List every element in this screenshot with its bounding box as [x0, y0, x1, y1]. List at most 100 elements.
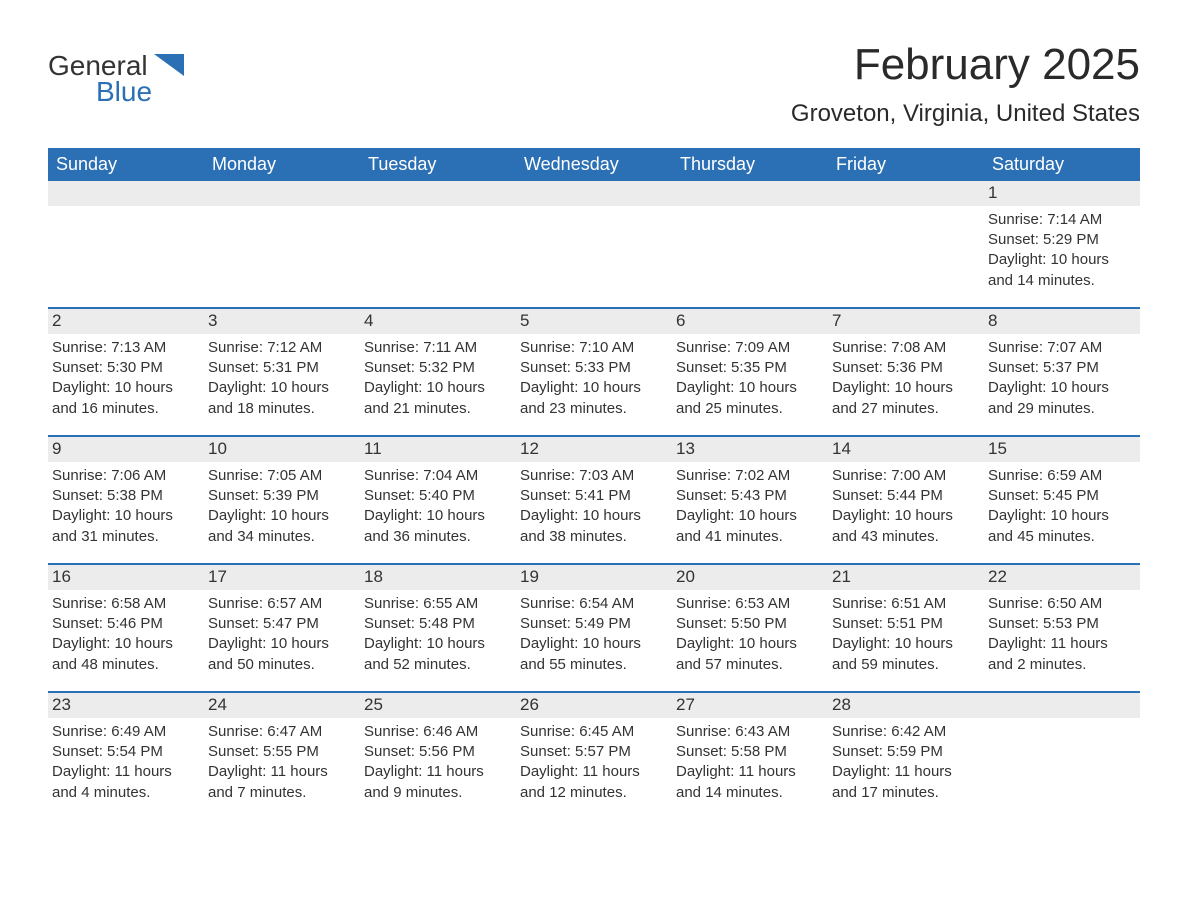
- day-details: Sunrise: 7:07 AMSunset: 5:37 PMDaylight:…: [988, 338, 1134, 419]
- sunrise-text: Sunrise: 6:47 AM: [208, 722, 354, 742]
- day-cell: 25Sunrise: 6:46 AMSunset: 5:56 PMDayligh…: [360, 693, 516, 819]
- sunrise-text: Sunrise: 7:06 AM: [52, 466, 198, 486]
- week-row: 1Sunrise: 7:14 AMSunset: 5:29 PMDaylight…: [48, 181, 1140, 307]
- week-row: 9Sunrise: 7:06 AMSunset: 5:38 PMDaylight…: [48, 435, 1140, 563]
- sunset-text: Sunset: 5:50 PM: [676, 614, 822, 634]
- daylight-text: Daylight: 11 hours and 4 minutes.: [52, 762, 198, 803]
- day-cell: [360, 181, 516, 307]
- day-number: 16: [48, 565, 204, 590]
- week-row: 23Sunrise: 6:49 AMSunset: 5:54 PMDayligh…: [48, 691, 1140, 819]
- daylight-text: Daylight: 10 hours and 50 minutes.: [208, 634, 354, 675]
- daylight-text: Daylight: 10 hours and 38 minutes.: [520, 506, 666, 547]
- day-cell: [984, 693, 1140, 819]
- day-cell: 24Sunrise: 6:47 AMSunset: 5:55 PMDayligh…: [204, 693, 360, 819]
- logo-blue: Blue: [96, 78, 152, 106]
- day-details: Sunrise: 7:06 AMSunset: 5:38 PMDaylight:…: [52, 466, 198, 547]
- day-number: 27: [672, 693, 828, 718]
- daylight-text: Daylight: 10 hours and 55 minutes.: [520, 634, 666, 675]
- weekday-header: Monday: [204, 148, 360, 181]
- logo: General Blue: [48, 40, 184, 106]
- sunset-text: Sunset: 5:35 PM: [676, 358, 822, 378]
- day-number: 10: [204, 437, 360, 462]
- day-cell: 6Sunrise: 7:09 AMSunset: 5:35 PMDaylight…: [672, 309, 828, 435]
- daylight-text: Daylight: 10 hours and 16 minutes.: [52, 378, 198, 419]
- day-details: Sunrise: 6:50 AMSunset: 5:53 PMDaylight:…: [988, 594, 1134, 675]
- day-cell: 1Sunrise: 7:14 AMSunset: 5:29 PMDaylight…: [984, 181, 1140, 307]
- day-number: 1: [984, 181, 1140, 206]
- sunrise-text: Sunrise: 7:08 AM: [832, 338, 978, 358]
- sunrise-text: Sunrise: 6:45 AM: [520, 722, 666, 742]
- day-details: Sunrise: 6:59 AMSunset: 5:45 PMDaylight:…: [988, 466, 1134, 547]
- day-details: Sunrise: 7:03 AMSunset: 5:41 PMDaylight:…: [520, 466, 666, 547]
- sunset-text: Sunset: 5:29 PM: [988, 230, 1134, 250]
- sunset-text: Sunset: 5:57 PM: [520, 742, 666, 762]
- sunrise-text: Sunrise: 7:09 AM: [676, 338, 822, 358]
- sunset-text: Sunset: 5:59 PM: [832, 742, 978, 762]
- daylight-text: Daylight: 10 hours and 34 minutes.: [208, 506, 354, 547]
- day-number: [360, 181, 516, 206]
- day-cell: 22 Sunrise: 6:50 AMSunset: 5:53 PMDayligh…: [984, 565, 1140, 691]
- day-cell: 8Sunrise: 7:07 AMSunset: 5:37 PMDaylight…: [984, 309, 1140, 435]
- day-details: Sunrise: 6:46 AMSunset: 5:56 PMDaylight:…: [364, 722, 510, 803]
- daylight-text: Daylight: 10 hours and 48 minutes.: [52, 634, 198, 675]
- day-number: 14: [828, 437, 984, 462]
- daylight-text: Daylight: 10 hours and 45 minutes.: [988, 506, 1134, 547]
- day-details: Sunrise: 7:11 AMSunset: 5:32 PMDaylight:…: [364, 338, 510, 419]
- sunset-text: Sunset: 5:58 PM: [676, 742, 822, 762]
- month-title: February 2025: [791, 40, 1140, 90]
- daylight-text: Daylight: 10 hours and 21 minutes.: [364, 378, 510, 419]
- day-details: Sunrise: 7:09 AMSunset: 5:35 PMDaylight:…: [676, 338, 822, 419]
- day-details: Sunrise: 7:12 AMSunset: 5:31 PMDaylight:…: [208, 338, 354, 419]
- daylight-text: Daylight: 10 hours and 36 minutes.: [364, 506, 510, 547]
- day-cell: 7Sunrise: 7:08 AMSunset: 5:36 PMDaylight…: [828, 309, 984, 435]
- day-details: Sunrise: 6:45 AMSunset: 5:57 PMDaylight:…: [520, 722, 666, 803]
- day-number: [984, 693, 1140, 718]
- day-number: 17: [204, 565, 360, 590]
- day-number: [204, 181, 360, 206]
- day-details: Sunrise: 6:53 AMSunset: 5:50 PMDaylight:…: [676, 594, 822, 675]
- sunset-text: Sunset: 5:44 PM: [832, 486, 978, 506]
- day-cell: 23Sunrise: 6:49 AMSunset: 5:54 PMDayligh…: [48, 693, 204, 819]
- day-cell: [48, 181, 204, 307]
- day-cell: 21Sunrise: 6:51 AMSunset: 5:51 PMDayligh…: [828, 565, 984, 691]
- day-number: 22: [984, 565, 1140, 590]
- sunset-text: Sunset: 5:31 PM: [208, 358, 354, 378]
- day-number: 24: [204, 693, 360, 718]
- day-details: Sunrise: 6:55 AMSunset: 5:48 PMDaylight:…: [364, 594, 510, 675]
- sunrise-text: Sunrise: 6:43 AM: [676, 722, 822, 742]
- weekday-header: Friday: [828, 148, 984, 181]
- day-cell: 12Sunrise: 7:03 AMSunset: 5:41 PMDayligh…: [516, 437, 672, 563]
- day-details: Sunrise: 6:49 AMSunset: 5:54 PMDaylight:…: [52, 722, 198, 803]
- day-cell: 15Sunrise: 6:59 AMSunset: 5:45 PMDayligh…: [984, 437, 1140, 563]
- day-cell: 17Sunrise: 6:57 AMSunset: 5:47 PMDayligh…: [204, 565, 360, 691]
- day-number: 13: [672, 437, 828, 462]
- sunset-text: Sunset: 5:45 PM: [988, 486, 1134, 506]
- sunrise-text: Sunrise: 7:13 AM: [52, 338, 198, 358]
- week-row: 2Sunrise: 7:13 AMSunset: 5:30 PMDaylight…: [48, 307, 1140, 435]
- sunset-text: Sunset: 5:56 PM: [364, 742, 510, 762]
- sunrise-text: Sunrise: 7:07 AM: [988, 338, 1134, 358]
- sunrise-text: Sunrise: 7:03 AM: [520, 466, 666, 486]
- sunset-text: Sunset: 5:43 PM: [676, 486, 822, 506]
- day-details: Sunrise: 6:54 AMSunset: 5:49 PMDaylight:…: [520, 594, 666, 675]
- sunrise-text: Sunrise: 6:53 AM: [676, 594, 822, 614]
- sunrise-text: Sunrise: 6:42 AM: [832, 722, 978, 742]
- day-details: Sunrise: 7:02 AMSunset: 5:43 PMDaylight:…: [676, 466, 822, 547]
- day-details: Sunrise: 7:08 AMSunset: 5:36 PMDaylight:…: [832, 338, 978, 419]
- day-details: Sunrise: 7:13 AMSunset: 5:30 PMDaylight:…: [52, 338, 198, 419]
- day-cell: 16Sunrise: 6:58 AMSunset: 5:46 PMDayligh…: [48, 565, 204, 691]
- sunrise-text: Sunrise: 7:12 AM: [208, 338, 354, 358]
- day-number: 4: [360, 309, 516, 334]
- daylight-text: Daylight: 10 hours and 29 minutes.: [988, 378, 1134, 419]
- daylight-text: Daylight: 11 hours and 14 minutes.: [676, 762, 822, 803]
- daylight-text: Daylight: 10 hours and 18 minutes.: [208, 378, 354, 419]
- daylight-text: Daylight: 11 hours and 17 minutes.: [832, 762, 978, 803]
- day-cell: 9Sunrise: 7:06 AMSunset: 5:38 PMDaylight…: [48, 437, 204, 563]
- sunset-text: Sunset: 5:53 PM: [988, 614, 1134, 634]
- sunrise-text: Sunrise: 6:49 AM: [52, 722, 198, 742]
- sunrise-text: Sunrise: 7:04 AM: [364, 466, 510, 486]
- sunset-text: Sunset: 5:46 PM: [52, 614, 198, 634]
- day-details: Sunrise: 7:05 AMSunset: 5:39 PMDaylight:…: [208, 466, 354, 547]
- day-cell: 19Sunrise: 6:54 AMSunset: 5:49 PMDayligh…: [516, 565, 672, 691]
- daylight-text: Daylight: 10 hours and 23 minutes.: [520, 378, 666, 419]
